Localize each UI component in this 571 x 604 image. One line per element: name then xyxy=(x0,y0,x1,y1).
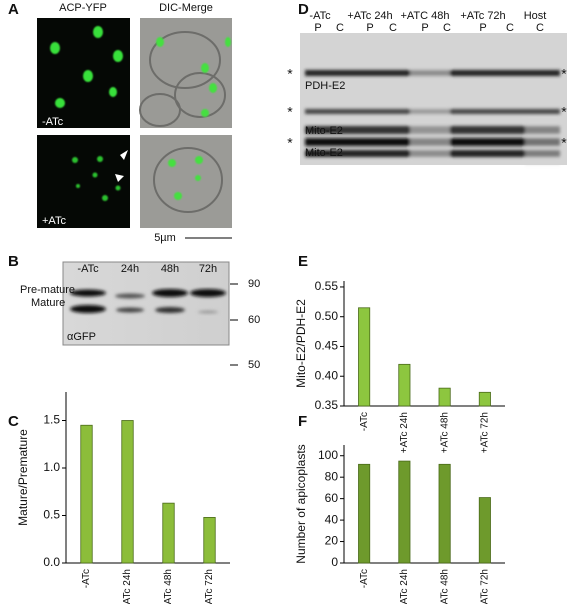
column-title: DIC-Merge xyxy=(159,2,213,14)
bar xyxy=(162,502,175,564)
band-label: Mito-E2 xyxy=(305,125,343,137)
lane-label: -ATc xyxy=(77,263,99,275)
lane-label: P xyxy=(366,22,373,34)
band-mark: * xyxy=(561,66,567,82)
x-tick-label: +ATc 72h xyxy=(480,569,491,604)
x-tick-label: +ATc 24h xyxy=(122,569,133,604)
lane-label: P xyxy=(421,22,428,34)
western-blot xyxy=(300,33,567,165)
antibody-label: αGFP xyxy=(67,331,96,343)
y-tick-label: 1.0 xyxy=(43,460,60,474)
y-tick-label: 0.5 xyxy=(43,508,60,522)
x-tick-label: +ATc 72h xyxy=(204,569,215,604)
bar xyxy=(438,463,451,564)
band-mark: * xyxy=(287,135,293,151)
group-label: +ATc 24h xyxy=(347,10,392,22)
panel-label: D xyxy=(298,1,309,18)
bar xyxy=(438,387,451,407)
x-tick-label: +ATc 48h xyxy=(439,412,450,453)
x-tick-label: +ATc 48h xyxy=(163,569,174,604)
panel-label: F xyxy=(298,413,307,430)
panel-label: B xyxy=(8,253,19,270)
band-mark: * xyxy=(287,66,293,82)
x-tick-label: +ATc 48h xyxy=(439,569,450,604)
y-tick-label: 0.55 xyxy=(315,279,339,293)
panel-label: E xyxy=(298,253,308,270)
row-label: +ATc xyxy=(42,215,66,227)
marker-label: 50 xyxy=(248,359,260,371)
x-tick-label: +ATc 24h xyxy=(399,569,410,604)
x-tick-label: +ATc 24h xyxy=(399,412,410,453)
panel-label: A xyxy=(8,1,19,18)
lane-label: 72h xyxy=(199,263,217,275)
band-label: Mito-E2 xyxy=(305,147,343,159)
group-label: Host xyxy=(524,10,547,22)
scale-bar-label: 5µm xyxy=(154,232,176,244)
panel-label: C xyxy=(8,413,19,430)
y-tick-label: 60 xyxy=(325,491,339,505)
y-tick-label: 0.35 xyxy=(315,398,339,412)
column-title: ACP-YFP xyxy=(59,2,107,14)
bar xyxy=(121,420,134,564)
group-label: +ATC 48h xyxy=(400,10,449,22)
lane-label: 24h xyxy=(121,263,139,275)
lane-label: C xyxy=(443,22,451,34)
lane-label: C xyxy=(389,22,397,34)
y-tick-label: 0 xyxy=(331,555,338,569)
microscopy xyxy=(37,18,232,239)
x-tick-label: +ATc 72h xyxy=(480,412,491,453)
y-axis-label: Number of apicoplasts xyxy=(294,444,308,563)
y-tick-label: 1.5 xyxy=(43,413,60,427)
bar xyxy=(478,497,491,564)
bar xyxy=(398,460,411,564)
western-blot xyxy=(62,261,230,346)
bar xyxy=(358,463,371,564)
y-tick-label: 40 xyxy=(325,512,339,526)
band-mark: * xyxy=(287,104,293,120)
lane-label: 48h xyxy=(161,263,179,275)
lane-label: P xyxy=(314,22,321,34)
marker-label: 90 xyxy=(248,278,260,290)
bar xyxy=(203,517,216,564)
y-tick-label: 20 xyxy=(325,534,339,548)
y-tick-label: 0.45 xyxy=(315,339,339,353)
lane-label: P xyxy=(479,22,486,34)
y-tick-label: 100 xyxy=(318,448,338,462)
bar xyxy=(398,363,411,407)
x-tick-label: -ATc xyxy=(359,569,370,588)
band-mark: * xyxy=(561,104,567,120)
y-axis-label: Mature/Premature xyxy=(16,429,30,526)
group-label: +ATc 72h xyxy=(460,10,505,22)
band-label: PDH-E2 xyxy=(305,80,345,92)
bar xyxy=(358,307,371,407)
row-label: -ATc xyxy=(42,116,64,128)
band-label: Mature xyxy=(31,297,65,309)
marker-label: 60 xyxy=(248,314,260,326)
lane-label: C xyxy=(506,22,514,34)
lane-label: C xyxy=(336,22,344,34)
x-tick-label: -ATc xyxy=(359,412,370,431)
y-tick-label: 0.40 xyxy=(315,368,339,382)
y-axis-label: Mito-E2/PDH-E2 xyxy=(294,299,308,388)
band-label: Pre-mature xyxy=(20,284,75,296)
group-label: -ATc xyxy=(309,10,331,22)
y-tick-label: 80 xyxy=(325,469,339,483)
bar xyxy=(478,391,491,407)
y-tick-label: 0.50 xyxy=(315,309,339,323)
x-tick-label: -ATc xyxy=(81,569,92,588)
lane-label: C xyxy=(536,22,544,34)
y-tick-label: 0.0 xyxy=(43,555,60,569)
bar xyxy=(80,424,93,564)
band-mark: * xyxy=(561,135,567,151)
